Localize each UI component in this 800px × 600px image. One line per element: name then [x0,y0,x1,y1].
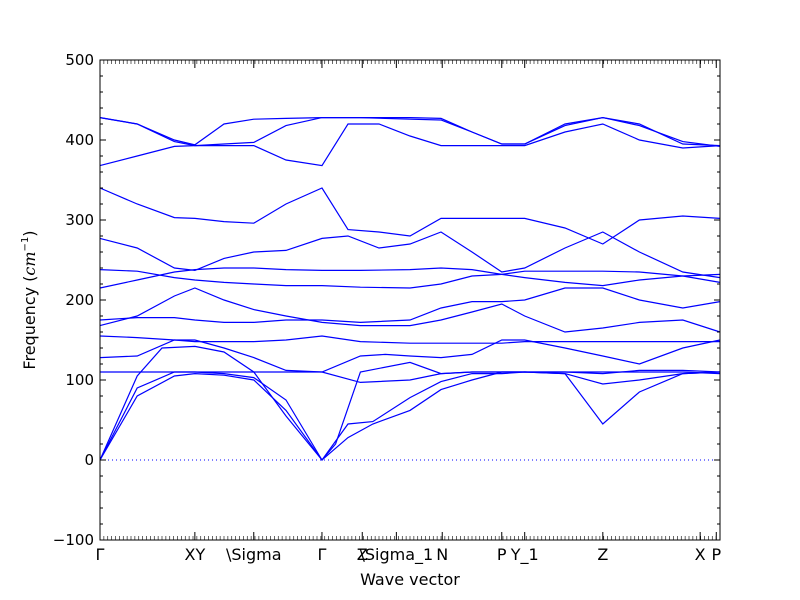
band-line-4 [100,371,721,384]
y-axis-label-close: ) [20,230,39,236]
band-line-8 [99,287,721,324]
x-tick-label: X [695,545,706,564]
x-tick-label: P [497,545,507,564]
y-axis-label-exp: −1 [20,237,31,252]
x-axis-label: Wave vector [360,570,460,589]
x-tick-label: Z [597,545,608,564]
x-tick-label: Γ [317,545,326,564]
x-tick-label: XY [184,545,205,564]
y-axis-label-unit: cm [20,251,39,275]
x-tick-label: N [436,545,448,564]
band-line-11 [99,231,721,279]
band-line-9 [99,267,721,289]
y-tick-label: 400 [65,131,94,149]
x-tick-label: P [711,545,721,564]
x-tick-label: Z [357,545,368,564]
y-tick-label: 100 [65,371,94,389]
y-tick-label: 500 [65,51,94,69]
band-line-12 [99,187,721,245]
band-line-7 [99,287,721,333]
x-tick-label: \Sigma [226,545,282,564]
y-axis-label-text: Frequency ( [20,276,39,370]
band-line-1 [99,371,721,462]
y-tick-label: 200 [65,291,94,309]
x-tick-label: \Sigma_1 [360,545,434,565]
y-tick-label: 300 [65,211,94,229]
x-tick-label: Γ [96,545,105,564]
band-line-6 [99,335,720,344]
band-line-15 [99,116,721,147]
y-axis-label: Frequency (cm−1) [20,230,39,369]
x-tick-label: Y_1 [510,545,539,565]
band-line-3 [99,345,721,461]
band-line-10 [99,269,721,289]
y-tick-label: 0 [84,451,94,469]
y-tick-label: −100 [53,531,94,549]
